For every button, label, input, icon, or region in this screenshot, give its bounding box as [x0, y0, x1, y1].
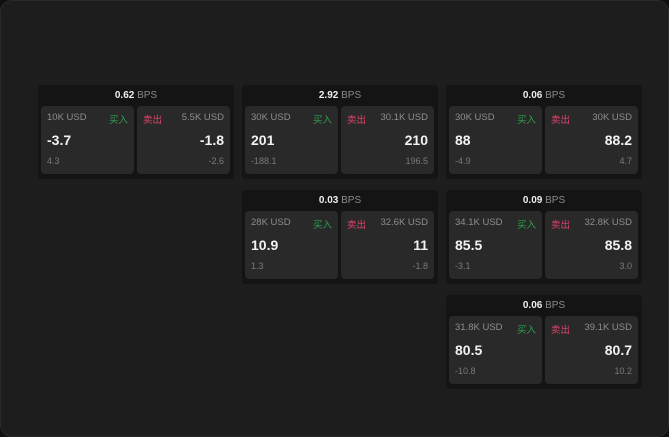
price-card: 0.62 BPS 10K USD 买入 -3.7 4.3 卖出 5.5K USD -…: [38, 85, 234, 179]
bid-change: -188.1: [251, 156, 277, 166]
ask-price: 80.7: [604, 342, 632, 358]
sell-label[interactable]: 卖出: [143, 115, 163, 126]
ask-change: 4.7: [619, 156, 632, 166]
bid-size: 28K USD: [251, 217, 291, 228]
spread-value: 0.06: [522, 300, 543, 311]
spread-header: 0.06 BPS: [446, 295, 642, 316]
bid-change: -4.9: [455, 156, 471, 166]
ask-change: -2.6: [208, 156, 224, 166]
ask-size: 5.5K USD: [181, 112, 224, 123]
sell-panel[interactable]: 卖出 5.5K USD -1.8 -2.6: [137, 106, 230, 174]
ask-size: 30.1K USD: [380, 112, 428, 123]
buy-panel[interactable]: 34.1K USD 买入 85.5 -3.1: [449, 211, 542, 279]
buy-panel[interactable]: 31.8K USD 买入 80.5 -10.8: [449, 316, 542, 384]
sell-label[interactable]: 卖出: [551, 115, 571, 126]
bid-price: -3.7: [47, 132, 72, 148]
bid-change: -10.8: [455, 366, 476, 376]
spread-header: 0.09 BPS: [446, 190, 642, 211]
sell-panel[interactable]: 卖出 39.1K USD 80.7 10.2: [545, 316, 638, 384]
spread-unit: BPS: [137, 90, 158, 101]
bid-size: 10K USD: [47, 112, 87, 123]
bid-change: 1.3: [251, 261, 264, 271]
sell-label[interactable]: 卖出: [347, 115, 367, 126]
spread-unit: BPS: [545, 300, 566, 311]
spread-header: 0.62 BPS: [38, 85, 234, 106]
buy-label[interactable]: 买入: [516, 115, 536, 126]
bid-price: 80.5: [455, 342, 483, 358]
spread-value: 0.09: [522, 195, 543, 206]
ask-change: 196.5: [405, 156, 428, 166]
ask-size: 39.1K USD: [584, 322, 632, 333]
bid-change: -3.1: [455, 261, 471, 271]
spread-header: 0.06 BPS: [446, 85, 642, 106]
bid-price: 85.5: [455, 237, 483, 253]
bid-size: 30K USD: [455, 112, 495, 123]
spread-header: 2.92 BPS: [242, 85, 438, 106]
buy-panel[interactable]: 30K USD 买入 201 -188.1: [245, 106, 338, 174]
ask-change: 3.0: [619, 261, 632, 271]
sell-panel[interactable]: 卖出 30K USD 88.2 4.7: [545, 106, 638, 174]
buy-label[interactable]: 买入: [516, 325, 536, 336]
spread-header: 0.03 BPS: [242, 190, 438, 211]
bid-price: 88: [455, 132, 471, 148]
buy-label[interactable]: 买入: [312, 220, 332, 231]
spread-unit: BPS: [341, 195, 362, 206]
ask-price: 85.8: [604, 237, 632, 253]
buy-label[interactable]: 买入: [516, 220, 536, 231]
spread-unit: BPS: [341, 90, 362, 101]
buy-label[interactable]: 买入: [312, 115, 332, 126]
price-card: 0.03 BPS 28K USD 买入 10.9 1.3 卖出 32.6K USD …: [242, 190, 438, 284]
spread-value: 0.62: [114, 90, 135, 101]
sell-panel[interactable]: 卖出 32.8K USD 85.8 3.0: [545, 211, 638, 279]
ask-price: -1.8: [199, 132, 224, 148]
sell-panel[interactable]: 卖出 30.1K USD 210 196.5: [341, 106, 434, 174]
ask-price: 11: [413, 237, 428, 253]
ask-size: 32.8K USD: [584, 217, 632, 228]
sell-label[interactable]: 卖出: [551, 325, 571, 336]
bid-size: 31.8K USD: [455, 322, 503, 333]
ask-size: 30K USD: [592, 112, 632, 123]
spread-unit: BPS: [545, 90, 566, 101]
spread-value: 2.92: [318, 90, 339, 101]
spread-value: 0.03: [318, 195, 339, 206]
ask-price: 88.2: [604, 132, 632, 148]
buy-label[interactable]: 买入: [108, 115, 128, 126]
price-card: 2.92 BPS 30K USD 买入 201 -188.1 卖出 30.1K US…: [242, 85, 438, 179]
ask-price: 210: [404, 132, 428, 148]
sell-label[interactable]: 卖出: [551, 220, 571, 231]
price-card: 0.09 BPS 34.1K USD 买入 85.5 -3.1 卖出 32.8K U…: [446, 190, 642, 284]
price-card: 0.06 BPS 31.8K USD 买入 80.5 -10.8 卖出 39.1K …: [446, 295, 642, 389]
price-card: 0.06 BPS 30K USD 买入 88 -4.9 卖出 30K USD 88.…: [446, 85, 642, 179]
ask-change: 10.2: [614, 366, 632, 376]
bid-price: 10.9: [251, 237, 279, 253]
spread-unit: BPS: [545, 195, 566, 206]
sell-label[interactable]: 卖出: [347, 220, 367, 231]
ask-change: -1.8: [412, 261, 428, 271]
buy-panel[interactable]: 30K USD 买入 88 -4.9: [449, 106, 542, 174]
bid-price: 201: [251, 132, 275, 148]
buy-panel[interactable]: 10K USD 买入 -3.7 4.3: [41, 106, 134, 174]
sell-panel[interactable]: 卖出 32.6K USD 11 -1.8: [341, 211, 434, 279]
bid-size: 30K USD: [251, 112, 291, 123]
ask-size: 32.6K USD: [380, 217, 428, 228]
bid-change: 4.3: [47, 156, 60, 166]
buy-panel[interactable]: 28K USD 买入 10.9 1.3: [245, 211, 338, 279]
spread-value: 0.06: [522, 90, 543, 101]
bid-size: 34.1K USD: [455, 217, 503, 228]
